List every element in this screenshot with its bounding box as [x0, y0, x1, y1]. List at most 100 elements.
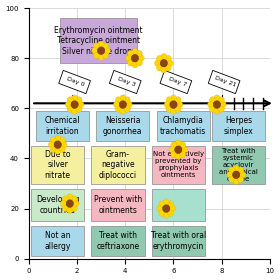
FancyBboxPatch shape [60, 18, 137, 63]
Circle shape [92, 48, 98, 54]
Circle shape [159, 210, 165, 216]
Circle shape [214, 108, 220, 114]
FancyBboxPatch shape [157, 111, 210, 141]
Circle shape [124, 106, 130, 112]
Circle shape [209, 97, 216, 103]
Polygon shape [208, 70, 240, 94]
Circle shape [238, 176, 244, 183]
Circle shape [175, 153, 181, 159]
Circle shape [165, 65, 171, 71]
Text: Treat with
systemic
acyclovir
and topical
cabine: Treat with systemic acyclovir and topica… [219, 148, 258, 182]
Circle shape [168, 201, 174, 207]
Circle shape [161, 53, 167, 60]
Circle shape [71, 196, 77, 202]
Circle shape [170, 101, 177, 108]
Circle shape [156, 65, 162, 71]
Circle shape [55, 135, 61, 141]
Circle shape [76, 106, 82, 112]
Circle shape [180, 142, 186, 148]
Circle shape [156, 55, 162, 62]
Circle shape [67, 207, 73, 213]
Text: Treat with
ceftriaxone: Treat with ceftriaxone [96, 232, 139, 251]
Circle shape [163, 205, 170, 212]
Text: Day 7: Day 7 [167, 76, 187, 87]
Circle shape [171, 95, 176, 101]
Circle shape [229, 167, 235, 173]
Circle shape [165, 55, 171, 62]
Circle shape [155, 60, 161, 66]
Circle shape [78, 101, 84, 108]
FancyBboxPatch shape [152, 226, 205, 256]
Text: Day 21: Day 21 [214, 75, 237, 88]
Polygon shape [59, 70, 90, 94]
Circle shape [138, 55, 144, 61]
Text: Due to
silver
nitrate: Due to silver nitrate [45, 150, 71, 180]
Circle shape [65, 101, 71, 108]
Circle shape [157, 206, 163, 212]
Circle shape [166, 106, 172, 112]
FancyBboxPatch shape [92, 146, 144, 183]
Circle shape [115, 97, 122, 103]
Circle shape [132, 48, 138, 55]
Text: Herpes
simplex: Herpes simplex [224, 116, 253, 136]
Text: Erythromycin ointment
Tetracycline ointment
Silver nitrate drops: Erythromycin ointment Tetracycline ointm… [54, 26, 143, 55]
Circle shape [171, 142, 177, 148]
Circle shape [59, 137, 65, 143]
Circle shape [61, 141, 67, 148]
Circle shape [175, 106, 181, 112]
Circle shape [50, 137, 56, 143]
Circle shape [207, 101, 214, 108]
Circle shape [50, 146, 56, 152]
Circle shape [175, 146, 182, 153]
Circle shape [59, 146, 65, 152]
Circle shape [214, 95, 220, 101]
Circle shape [218, 97, 224, 103]
Circle shape [131, 54, 139, 62]
Circle shape [168, 210, 174, 216]
Circle shape [229, 176, 235, 183]
Circle shape [177, 101, 183, 108]
Circle shape [227, 172, 233, 178]
FancyBboxPatch shape [31, 188, 84, 221]
Circle shape [98, 54, 104, 60]
Circle shape [71, 205, 77, 211]
FancyBboxPatch shape [152, 146, 205, 183]
Circle shape [48, 141, 55, 148]
Circle shape [102, 52, 109, 59]
Circle shape [126, 101, 132, 108]
FancyBboxPatch shape [92, 226, 144, 256]
FancyBboxPatch shape [92, 188, 144, 221]
Circle shape [171, 151, 177, 157]
Circle shape [113, 101, 120, 108]
Circle shape [160, 59, 167, 67]
Circle shape [132, 62, 138, 68]
Circle shape [175, 140, 181, 146]
Circle shape [54, 141, 61, 148]
Circle shape [55, 148, 61, 154]
Circle shape [98, 41, 104, 47]
Circle shape [104, 48, 110, 54]
Circle shape [124, 97, 130, 103]
Circle shape [159, 201, 165, 207]
Circle shape [239, 172, 246, 178]
Circle shape [161, 67, 167, 73]
Circle shape [71, 101, 78, 108]
Circle shape [169, 146, 175, 153]
Text: Chemical
irritation: Chemical irritation [45, 116, 80, 136]
Circle shape [62, 196, 68, 202]
Text: Not an
allergy: Not an allergy [45, 232, 71, 251]
Text: Gram-
negative
diplococci: Gram- negative diplococci [99, 150, 137, 180]
Circle shape [127, 60, 134, 66]
Circle shape [232, 171, 240, 179]
Circle shape [180, 151, 186, 157]
Circle shape [125, 55, 132, 61]
FancyBboxPatch shape [96, 111, 149, 141]
FancyBboxPatch shape [212, 146, 265, 183]
Circle shape [67, 106, 73, 112]
Circle shape [94, 43, 100, 49]
Circle shape [115, 106, 122, 112]
Circle shape [67, 194, 73, 200]
Text: Prevent with
ointments: Prevent with ointments [94, 195, 142, 214]
Text: Neisseria
gonorrhea: Neisseria gonorrhea [103, 116, 143, 136]
Polygon shape [109, 70, 141, 94]
